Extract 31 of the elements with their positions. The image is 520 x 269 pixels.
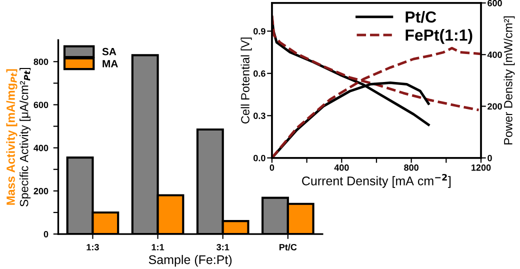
x-tick-label: 3:1 <box>216 244 230 250</box>
x-tick-label: 1:1 <box>152 244 164 250</box>
y-tick-label: 0.9 <box>254 28 266 34</box>
y-tick-label: 800 <box>34 58 48 65</box>
x-tick-label: 0 <box>270 164 274 171</box>
x-tick-label: 1200 <box>472 164 491 171</box>
y2-tick-label: 400 <box>487 52 502 58</box>
y2-axis-title: Mass Activity [mA/mg$_{Pt}$] <box>6 69 18 205</box>
x-axis-title: Sample (Fe:Pt) <box>148 254 232 267</box>
y-tick-label: 0.6 <box>254 70 266 77</box>
y-axis-title: Specific Activity [μA/cm²$_{Pt}$] <box>20 68 31 207</box>
legend-label: FePt(1:1) <box>406 29 472 44</box>
y-tick-label: 600 <box>34 102 48 108</box>
y-tick-label: 200 <box>34 188 48 194</box>
y-tick-label: 400 <box>34 144 48 152</box>
legend-label: MA <box>102 60 118 68</box>
y2-axis-title: Power Density [mW/cm²] <box>504 16 515 144</box>
x-tick-label: 800 <box>404 164 418 171</box>
y2-tick-label: 600 <box>488 0 502 6</box>
legend-label: SA <box>102 48 116 56</box>
y-axis-title: Cell Potential [V] <box>240 38 252 124</box>
y-tick-label: 0 <box>44 230 48 238</box>
x-tick-label: Pt/C <box>279 244 297 250</box>
legend-label: Pt/C <box>406 10 436 23</box>
x-tick-label: 1:3 <box>86 244 99 250</box>
y-tick-label: 0.0 <box>254 154 266 162</box>
x-tick-label: 400 <box>334 164 349 171</box>
y2-tick-label: 0 <box>488 154 492 162</box>
y2-tick-label: 200 <box>488 103 502 110</box>
y-tick-label: 0.3 <box>254 112 266 120</box>
x-axis-title: Current Density [mA cm$^{−2}$] <box>302 174 451 188</box>
